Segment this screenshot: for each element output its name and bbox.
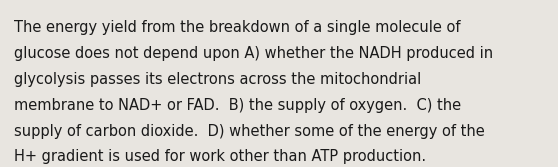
Text: H+ gradient is used for work other than ATP production.: H+ gradient is used for work other than … — [14, 149, 426, 164]
Text: The energy yield from the breakdown of a single molecule of: The energy yield from the breakdown of a… — [14, 20, 460, 35]
Text: glycolysis passes its electrons across the mitochondrial: glycolysis passes its electrons across t… — [14, 72, 421, 87]
Text: supply of carbon dioxide.  D) whether some of the energy of the: supply of carbon dioxide. D) whether som… — [14, 124, 485, 139]
Text: glucose does not depend upon A) whether the NADH produced in: glucose does not depend upon A) whether … — [14, 46, 493, 61]
Text: membrane to NAD+ or FAD.  B) the supply of oxygen.  C) the: membrane to NAD+ or FAD. B) the supply o… — [14, 98, 461, 113]
